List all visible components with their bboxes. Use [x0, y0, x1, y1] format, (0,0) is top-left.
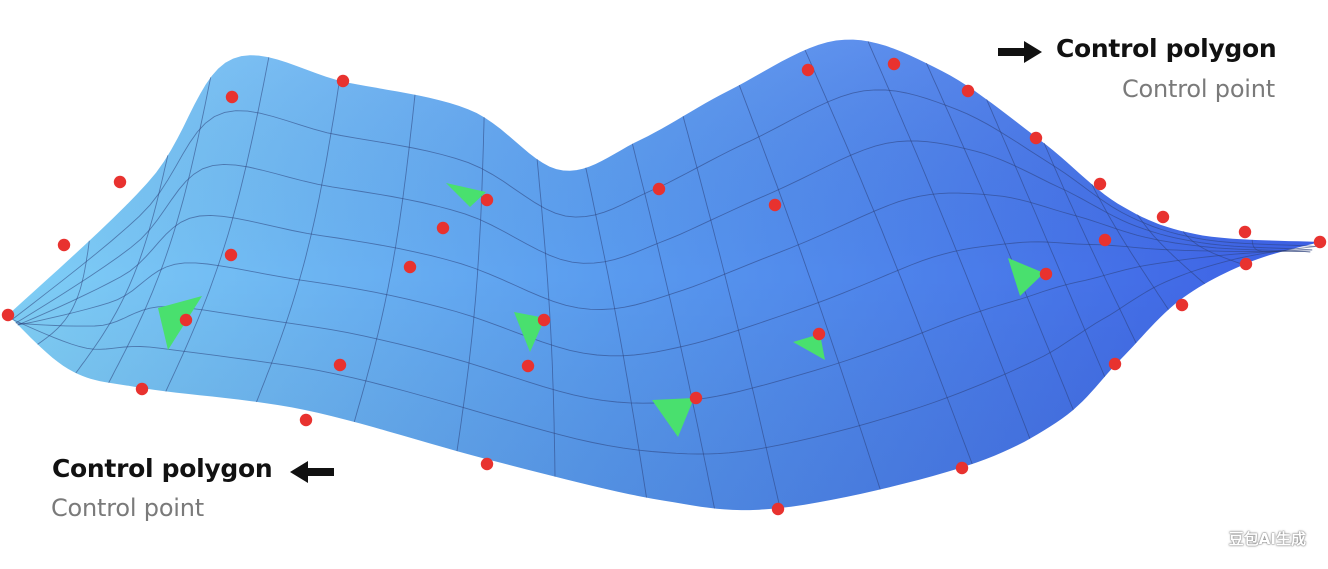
surface-grid	[12, 41, 1316, 509]
control-point-dot	[1313, 235, 1327, 249]
triangle-marker	[446, 183, 486, 207]
grid-line-u	[353, 94, 416, 423]
control-point-dot	[336, 74, 350, 88]
legend-top-right: Control polygon Control point	[996, 34, 1296, 114]
control-point-dot	[1156, 210, 1170, 224]
control-point-dot	[537, 313, 551, 327]
grid-line-u	[256, 80, 340, 403]
grid-line-v	[17, 241, 1311, 357]
grid-line-v	[12, 89, 1316, 320]
control-point-dot	[480, 193, 494, 207]
watermark: 豆包AI生成	[1228, 530, 1306, 548]
grid-line-u	[738, 85, 881, 490]
control-point-dot	[521, 359, 535, 373]
control-point-dot	[955, 461, 969, 475]
grid-line-u	[986, 99, 1106, 377]
control-point-dot	[1238, 225, 1252, 239]
control-point-dot	[403, 260, 417, 274]
control-point-dot	[1029, 131, 1043, 145]
control-point-dot	[887, 57, 901, 71]
grid-line-u	[108, 77, 212, 383]
grid-line-u	[585, 167, 647, 498]
control-polygon-label: Control polygon	[1056, 34, 1277, 63]
control-point-dot	[1, 308, 15, 322]
grid-line-u	[536, 159, 556, 477]
grid-line-u	[165, 57, 270, 392]
grid-line-u	[1182, 231, 1244, 266]
arrow-left-icon	[290, 461, 334, 483]
grid-line-v	[17, 192, 1311, 326]
control-point-dot	[812, 327, 826, 341]
triangle-marker	[793, 334, 825, 360]
control-point-dot	[299, 413, 313, 427]
control-point-dot	[113, 175, 127, 189]
control-point-dot	[961, 84, 975, 98]
control-point-dot	[771, 502, 785, 516]
triangle-marker	[158, 296, 202, 350]
control-point-dot	[1239, 257, 1253, 271]
control-point-dot	[801, 63, 815, 77]
control-polygon-label: Control polygon	[52, 454, 273, 483]
control-points	[1, 57, 1327, 516]
grid-line-u	[804, 49, 973, 465]
grid-line-u	[1043, 142, 1137, 344]
control-point-dot	[179, 313, 193, 327]
control-point-dot	[1175, 298, 1189, 312]
control-point-dot	[1098, 233, 1112, 247]
control-point-dot	[689, 391, 703, 405]
control-point-dot	[1039, 267, 1053, 281]
control-point-label: Control point	[51, 494, 204, 522]
control-point-dot	[333, 358, 347, 372]
grid-line-u	[37, 240, 90, 345]
control-point-dot	[224, 248, 238, 262]
grid-line-u	[925, 63, 1074, 410]
surface-triangles	[158, 183, 1044, 437]
triangle-marker	[1008, 258, 1044, 296]
grid-line-u	[75, 155, 169, 374]
control-point-dot	[1093, 177, 1107, 191]
grid-line-u	[631, 143, 715, 509]
grid-line-v	[15, 140, 1313, 324]
grid-line-u	[682, 116, 781, 509]
control-point-dot	[225, 90, 239, 104]
grid-line-v	[12, 245, 1316, 455]
grid-line-u	[1091, 183, 1169, 310]
arrow-right-icon	[998, 41, 1042, 63]
triangle-marker	[514, 312, 545, 352]
control-point-label: Control point	[1122, 75, 1275, 103]
grid-line-u	[1137, 214, 1205, 285]
control-point-dot	[57, 238, 71, 252]
control-point-dot	[480, 457, 494, 471]
control-point-dot	[1108, 357, 1122, 371]
control-point-dot	[436, 221, 450, 235]
grid-line-u	[456, 117, 485, 452]
control-point-dot	[652, 182, 666, 196]
legend-bottom-left: Control polygon Control point	[50, 452, 350, 532]
triangle-marker	[652, 398, 694, 437]
control-point-dot	[135, 382, 149, 396]
grid-line-u	[867, 41, 1031, 439]
control-point-dot	[768, 198, 782, 212]
